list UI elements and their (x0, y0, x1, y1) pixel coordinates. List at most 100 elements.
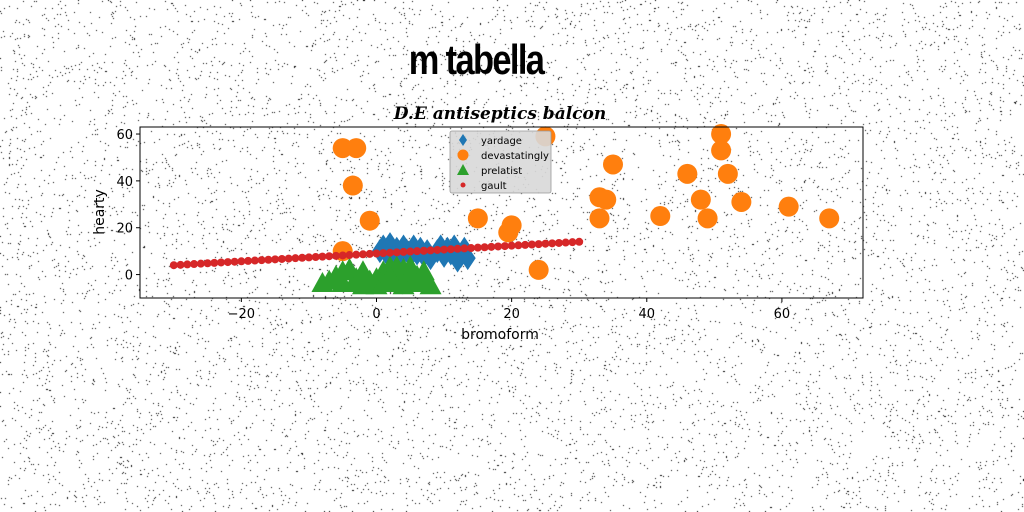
devastatingly-point (589, 208, 610, 229)
gault-point (318, 252, 327, 261)
devastatingly-point (731, 191, 752, 212)
prelatist-point (351, 274, 374, 295)
gault-point (257, 256, 266, 265)
gault-point (210, 258, 219, 267)
chart-title: D.E antiseptics balcon (393, 104, 606, 124)
devastatingly-point (359, 210, 380, 231)
devastatingly-point (711, 140, 732, 161)
gault-point (419, 246, 428, 255)
gault-point (406, 247, 415, 256)
legend-label-yardage: yardage (481, 136, 522, 147)
plot-frame (139, 126, 864, 299)
gault-point (352, 250, 361, 259)
gault-point (386, 248, 395, 257)
gault-point (433, 245, 442, 254)
gault-point (264, 255, 273, 264)
gault-point (311, 253, 320, 262)
gault-point (568, 238, 577, 247)
y-tick-label: 40 (116, 175, 133, 190)
x-tick-label: 20 (503, 307, 520, 322)
devastatingly-point (690, 189, 711, 210)
gault-point (514, 241, 523, 250)
gault-point (190, 260, 199, 269)
x-tick-label: 60 (774, 307, 791, 322)
gault-point (176, 260, 185, 269)
devastatingly-point (346, 138, 367, 159)
legend-label-prelatist: prelatist (481, 166, 522, 177)
gault-point (440, 245, 449, 254)
legend-marker-gault (460, 182, 466, 188)
devastatingly-point (711, 124, 732, 145)
gault-point (507, 241, 516, 250)
legend-marker-yardage (459, 134, 467, 146)
y-axis-label: hearty (92, 189, 108, 235)
ticks-layer: −20 0 20 40 60 0 20 40 60 (116, 128, 790, 322)
data-layer (169, 124, 840, 295)
y-tick-label: 60 (116, 128, 133, 143)
gault-point (331, 251, 340, 260)
gault-point (527, 240, 536, 249)
devastatingly-point (677, 163, 698, 184)
gault-point (541, 239, 550, 248)
gault-point (271, 255, 280, 264)
gault-point (575, 237, 584, 246)
prelatist-point (379, 264, 402, 285)
devastatingly-point (650, 206, 671, 227)
gault-point (237, 257, 246, 266)
legend: yardage devastatingly prelatist gault (449, 130, 552, 194)
devastatingly-point (602, 154, 623, 175)
gault-point (338, 251, 347, 260)
gault-point (183, 260, 192, 269)
gault-point (379, 249, 388, 258)
gault-point (473, 243, 482, 252)
x-tick-label: 40 (639, 307, 656, 322)
gault-point (203, 259, 212, 268)
legend-box (449, 130, 552, 194)
gault-point (413, 247, 422, 256)
gault-point (494, 242, 503, 251)
gault-point (460, 244, 469, 253)
figure-suptitle: m tabella (408, 36, 545, 83)
gault-point (325, 252, 334, 261)
devastatingly-point (342, 175, 363, 196)
gault-point (304, 253, 313, 262)
gault-point (217, 258, 226, 267)
devastatingly-point (467, 208, 488, 229)
gault-point (223, 258, 232, 267)
gault-point (244, 256, 253, 265)
gault-point (399, 247, 408, 256)
gault-point (446, 245, 455, 254)
gault-point (554, 238, 563, 247)
y-tick-label: 0 (125, 269, 133, 284)
devastatingly-point (697, 208, 718, 229)
gault-point (291, 254, 300, 263)
legend-label-gault: gault (481, 181, 507, 192)
gault-point (358, 250, 367, 259)
prelatist-point (311, 271, 334, 292)
gault-point (548, 239, 557, 248)
devastatingly-point (528, 259, 549, 280)
x-tick-label: −20 (228, 307, 255, 322)
legend-label-devastatingly: devastatingly (481, 151, 549, 162)
gault-point (372, 249, 381, 258)
gault-point (561, 238, 570, 247)
gault-point (487, 242, 496, 251)
devastatingly-point (501, 215, 522, 236)
gault-point (534, 240, 543, 249)
devastatingly-point (596, 189, 617, 210)
gault-point (392, 248, 401, 257)
devastatingly-point (778, 196, 799, 217)
gault-point (500, 242, 509, 251)
gault-point (345, 251, 354, 260)
devastatingly-point (819, 208, 840, 229)
gault-point (169, 261, 178, 270)
gault-point (453, 244, 462, 253)
gault-point (426, 246, 435, 255)
gault-point (521, 240, 530, 249)
gault-point (480, 243, 489, 252)
x-axis-label: bromoform (461, 327, 539, 343)
gault-point (365, 249, 374, 258)
gault-point (230, 257, 239, 266)
gault-point (277, 254, 286, 263)
